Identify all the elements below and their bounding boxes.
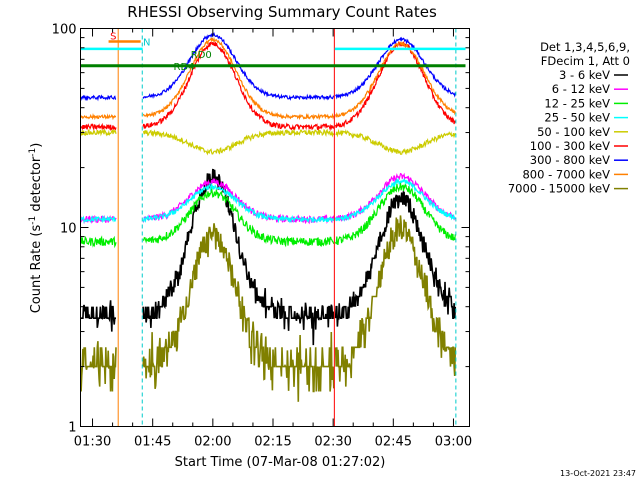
chart-title: RHESSI Observing Summary Count Rates <box>127 3 437 21</box>
series-line-25-50keV <box>80 177 456 224</box>
series-layer <box>80 28 466 427</box>
legend-entry: 300 - 800 keV <box>530 153 610 167</box>
annotation-label: S <box>110 32 116 43</box>
x-tick-label: 02:00 <box>194 435 231 450</box>
legend-entry: 12 - 25 keV <box>544 96 610 110</box>
x-axis-label: Start Time (07-Mar-08 01:27:02) <box>175 455 386 470</box>
y-tick-label: 1 <box>68 421 76 436</box>
series-line-300-800keV <box>80 32 456 102</box>
series-line-50-100keV <box>80 127 456 156</box>
series-line-100-300keV <box>80 41 456 132</box>
tick-layer: 01:30 01:45 02:00 02:15 02:30 02:45 03:00 1 10 10… <box>52 23 473 450</box>
legend-entry: 800 - 7000 keV <box>522 167 610 181</box>
series-line-3-6keV <box>80 168 457 346</box>
legend-entry: 50 - 100 keV <box>537 125 610 139</box>
legend-header: FDecim 1, Att 0 <box>541 54 630 68</box>
series-line-12-25keV <box>80 182 456 249</box>
legend-header: Det 1,3,4,5,6,9, <box>540 40 630 54</box>
series-line-800-7000keV <box>80 36 456 121</box>
y-tick-label: 100 <box>52 23 77 38</box>
legend: Det 1,3,4,5,6,9,FDecim 1, Att 03 - 6 keV… <box>508 40 630 196</box>
x-tick-label: 02:30 <box>314 435 351 450</box>
legend-entry: 25 - 50 keV <box>544 111 610 125</box>
y-axis-label: Count Rate (s-1 detector-1) <box>28 143 44 314</box>
x-tick-label: 01:45 <box>134 435 171 450</box>
timestamp: 13-Oct-2021 23:47 <box>560 469 636 478</box>
annotation-label: RD0 <box>191 50 212 61</box>
legend-entry: 100 - 300 keV <box>530 139 610 153</box>
annotation-label: N <box>143 38 150 49</box>
legend-entry: 7000 - 15000 keV <box>508 182 610 196</box>
plot-frame <box>80 28 470 427</box>
y-tick-label: 10 <box>60 222 77 237</box>
annotation-label: RD4 <box>174 62 195 73</box>
x-tick-label: 03:00 <box>435 435 472 450</box>
x-tick-label: 02:15 <box>254 435 291 450</box>
legend-entry: 6 - 12 keV <box>552 82 610 96</box>
x-tick-label: 01:30 <box>74 435 111 450</box>
x-tick-label: 02:45 <box>375 435 412 450</box>
series-line-7000-15000keV <box>80 215 457 402</box>
legend-entry: 3 - 6 keV <box>559 68 610 82</box>
